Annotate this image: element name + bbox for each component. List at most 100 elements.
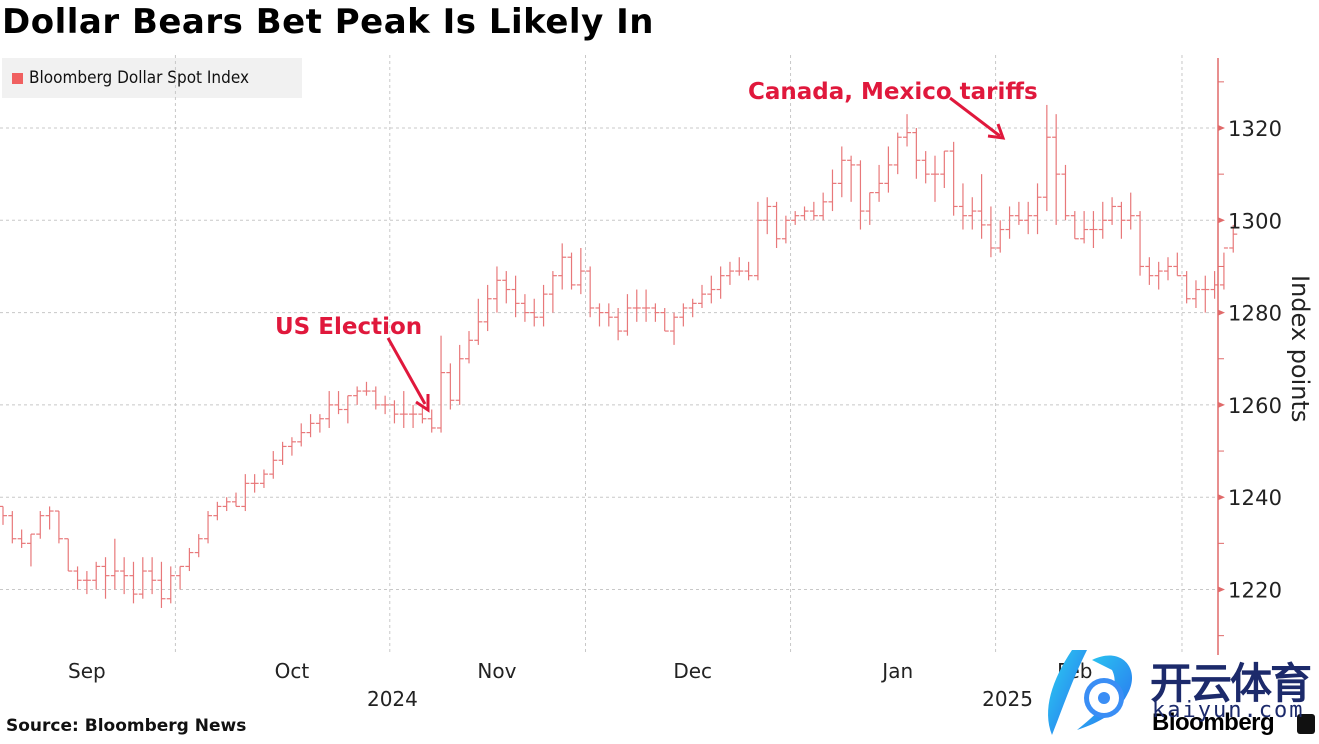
ohlc-bar xyxy=(670,312,679,345)
ohlc-bar xyxy=(595,303,604,327)
annotation-tariffs: Canada, Mexico tariffs xyxy=(748,79,1038,105)
ohlc-bar xyxy=(362,381,371,396)
ohlc-bar xyxy=(259,469,268,488)
ohlc-bar xyxy=(856,160,865,230)
ohlc-bar xyxy=(194,534,203,558)
ohlc-bar xyxy=(903,114,912,147)
ohlc-bar xyxy=(1005,206,1014,239)
ohlc-bar xyxy=(297,423,306,447)
ohlc-bar xyxy=(1061,164,1070,221)
ohlc-bar xyxy=(977,174,986,239)
ohlc-bar xyxy=(660,307,669,332)
ohlc-bar xyxy=(847,155,856,202)
ohlc-bar xyxy=(968,197,977,230)
ohlc-bar xyxy=(269,451,278,479)
ohlc-bar xyxy=(865,192,874,225)
bloomberg-chart-icon xyxy=(1297,714,1315,734)
y-major-tick xyxy=(1218,401,1225,408)
ohlc-bar xyxy=(437,335,446,433)
ohlc-bar xyxy=(800,206,809,221)
ohlc-bar xyxy=(278,441,287,465)
ohlc-bars xyxy=(0,104,1238,608)
ohlc-bar xyxy=(586,266,595,318)
y-tick-label: 1320 xyxy=(1228,117,1282,141)
ohlc-bar xyxy=(1070,211,1079,240)
ohlc-bar xyxy=(138,557,147,599)
ohlc-bar xyxy=(576,247,585,295)
ohlc-bar xyxy=(73,566,82,590)
ohlc-bar xyxy=(325,391,334,428)
ohlc-bar xyxy=(837,146,846,198)
ohlc-bar xyxy=(427,409,436,433)
y-tick-label: 1260 xyxy=(1228,394,1282,418)
ohlc-bar xyxy=(614,307,623,341)
ohlc-bar xyxy=(986,206,995,258)
ohlc-bar xyxy=(725,261,734,285)
y-major-tick xyxy=(1218,217,1225,224)
annotation-us-election: US Election xyxy=(275,314,422,340)
ohlc-bar xyxy=(36,511,45,539)
ohlc-bar xyxy=(716,266,725,299)
ohlc-bar xyxy=(1229,224,1238,253)
y-major-tick xyxy=(1218,586,1225,593)
x-month-label: Dec xyxy=(673,659,712,683)
ohlc-bar xyxy=(45,506,54,530)
ohlc-bar xyxy=(623,294,632,336)
source-note: Source: Bloomberg News xyxy=(6,716,247,736)
ohlc-bar xyxy=(129,561,138,604)
ohlc-bar xyxy=(1080,211,1089,244)
ohlc-bar xyxy=(465,331,473,364)
ohlc-bar xyxy=(343,395,352,424)
ohlc-bar xyxy=(1136,211,1145,276)
y-tick-label: 1240 xyxy=(1228,486,1282,510)
ohlc-bar xyxy=(250,474,259,493)
ohlc-bar xyxy=(1024,201,1033,235)
ohlc-bar xyxy=(54,510,63,544)
ohlc-bar xyxy=(884,146,893,193)
ohlc-bar xyxy=(502,271,511,304)
ohlc-bar xyxy=(1014,201,1023,225)
ohlc-bar xyxy=(642,289,651,322)
ohlc-bar xyxy=(530,298,539,327)
ohlc-bar xyxy=(176,565,185,590)
ohlc-bar xyxy=(539,284,548,327)
ohlc-bar xyxy=(548,271,557,313)
ohlc-bar xyxy=(772,201,781,248)
ohlc-bar xyxy=(651,303,660,322)
ohlc-bar xyxy=(409,404,418,428)
ohlc-bar xyxy=(1154,261,1163,290)
ohlc-bar xyxy=(474,298,483,345)
ohlc-bar xyxy=(893,132,902,175)
ohlc-bar xyxy=(931,155,939,202)
ohlc-bar xyxy=(1182,271,1191,304)
ohlc-bar xyxy=(1108,197,1117,225)
ohlc-bar xyxy=(707,275,716,304)
ohlc-bar xyxy=(353,386,362,405)
y-tick-label: 1300 xyxy=(1228,209,1282,233)
y-major-tick xyxy=(1218,125,1225,131)
ohlc-bar xyxy=(390,400,399,424)
ohlc-bar xyxy=(334,391,343,415)
ohlc-bar xyxy=(17,529,26,548)
x-month-label: Sep xyxy=(68,659,106,683)
x-month-label: Nov xyxy=(477,659,516,683)
x-year-label: 2024 xyxy=(367,687,418,711)
ohlc-bar xyxy=(1201,275,1210,313)
y-major-tick xyxy=(1218,309,1225,316)
ohlc-bar xyxy=(92,561,101,590)
ohlc-bar xyxy=(0,505,7,525)
y-axis-label: Index points xyxy=(1286,275,1314,422)
ohlc-bar xyxy=(1173,252,1182,277)
ohlc-bar xyxy=(1052,114,1061,225)
ohlc-bar xyxy=(744,261,753,281)
x-month-label: Oct xyxy=(275,659,310,683)
ohlc-bar xyxy=(1033,183,1042,235)
y-tick-label: 1280 xyxy=(1228,302,1282,326)
ohlc-bar xyxy=(1042,104,1051,212)
ohlc-bar xyxy=(604,303,613,327)
ohlc-bar xyxy=(753,201,762,281)
ohlc-bar xyxy=(101,557,110,599)
ohlc-bar xyxy=(306,414,315,438)
ohlc-bar xyxy=(679,303,688,327)
ohlc-bar xyxy=(241,474,250,512)
